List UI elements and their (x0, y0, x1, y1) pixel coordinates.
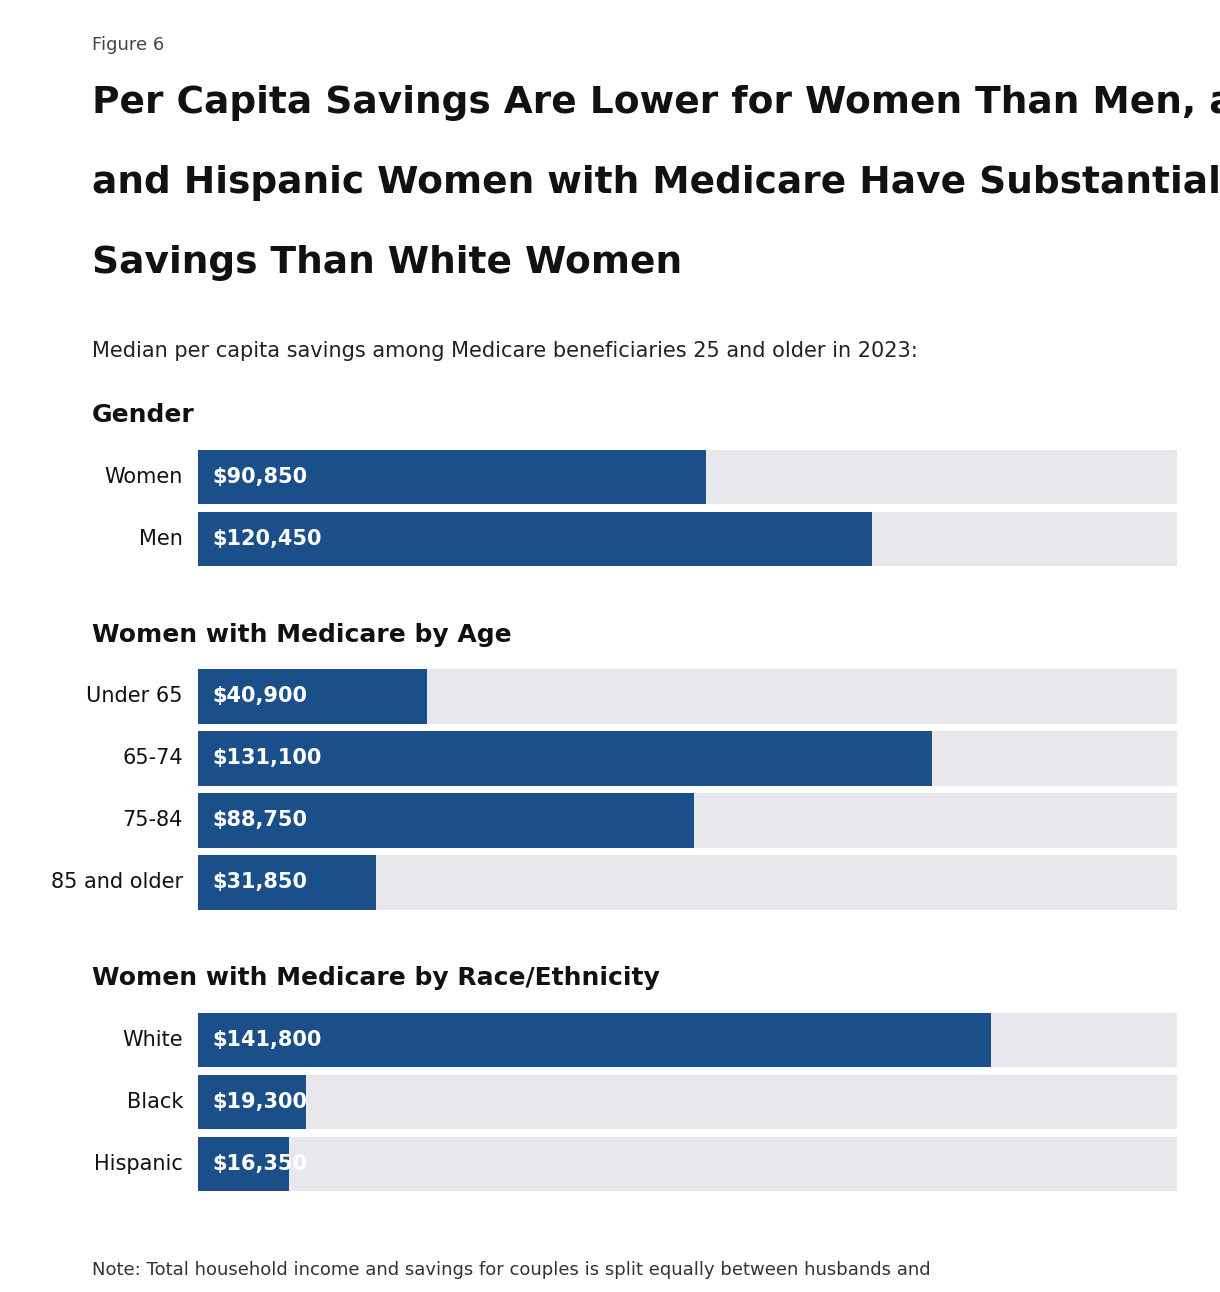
Text: $16,350: $16,350 (212, 1154, 307, 1174)
Text: Per Capita Savings Are Lower for Women Than Men, and Black: Per Capita Savings Are Lower for Women T… (92, 85, 1220, 121)
Text: 75-84: 75-84 (123, 810, 183, 831)
Text: Savings Than White Women: Savings Than White Women (92, 245, 682, 282)
Text: Women with Medicare by Age: Women with Medicare by Age (92, 623, 511, 647)
Text: Women with Medicare by Race/Ethnicity: Women with Medicare by Race/Ethnicity (92, 966, 659, 991)
Text: 65-74: 65-74 (122, 748, 183, 769)
Text: Figure 6: Figure 6 (92, 36, 163, 54)
Text: 85 and older: 85 and older (51, 872, 183, 893)
Text: $120,450: $120,450 (212, 528, 322, 549)
Text: $31,850: $31,850 (212, 872, 307, 893)
Text: Men: Men (139, 528, 183, 549)
Text: and Hispanic Women with Medicare Have Substantially Lower: and Hispanic Women with Medicare Have Su… (92, 165, 1220, 202)
Text: Gender: Gender (92, 403, 194, 428)
Text: $88,750: $88,750 (212, 810, 307, 831)
Text: $131,100: $131,100 (212, 748, 322, 769)
Text: $90,850: $90,850 (212, 466, 307, 487)
Text: Median per capita savings among Medicare beneficiaries 25 and older in 2023:: Median per capita savings among Medicare… (92, 341, 917, 360)
Text: $141,800: $141,800 (212, 1030, 322, 1050)
Text: $40,900: $40,900 (212, 686, 307, 707)
Text: Hispanic: Hispanic (94, 1154, 183, 1174)
Text: Black: Black (127, 1092, 183, 1112)
Text: Under 65: Under 65 (87, 686, 183, 707)
Text: $19,300: $19,300 (212, 1092, 307, 1112)
Text: White: White (122, 1030, 183, 1050)
Text: Note: Total household income and savings for couples is split equally between hu: Note: Total household income and savings… (92, 1261, 930, 1279)
Text: Women: Women (105, 466, 183, 487)
